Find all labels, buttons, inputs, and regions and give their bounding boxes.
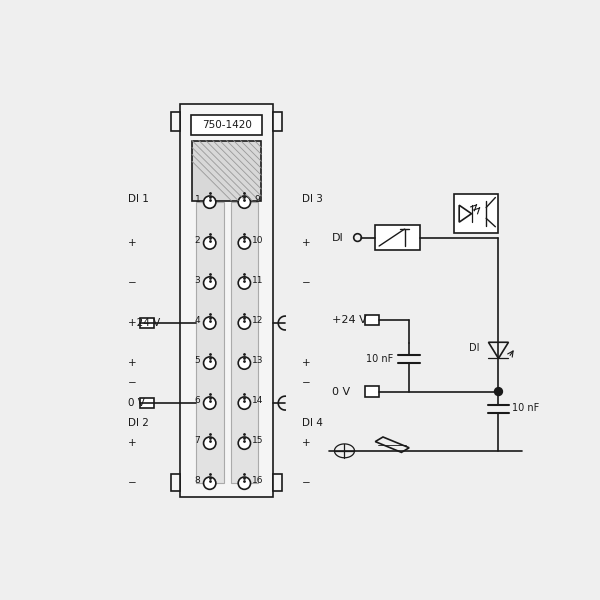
Text: −: − xyxy=(302,278,311,288)
Text: 7: 7 xyxy=(194,436,200,445)
Text: 15: 15 xyxy=(252,436,263,445)
Bar xyxy=(375,225,420,250)
Text: +: + xyxy=(302,438,311,448)
Text: −: − xyxy=(128,378,137,388)
Text: DI 2: DI 2 xyxy=(128,418,149,428)
Bar xyxy=(454,194,499,233)
Text: 750-1420: 750-1420 xyxy=(202,120,251,130)
Text: 10: 10 xyxy=(252,236,263,245)
Bar xyxy=(140,317,154,328)
Text: +: + xyxy=(128,358,137,368)
Bar xyxy=(140,398,154,409)
Text: 3: 3 xyxy=(194,276,200,285)
Text: −: − xyxy=(302,378,311,388)
Text: +: + xyxy=(302,238,311,248)
Text: 13: 13 xyxy=(252,356,263,365)
Circle shape xyxy=(203,277,216,289)
Bar xyxy=(191,115,262,135)
Circle shape xyxy=(203,196,216,208)
Bar xyxy=(181,104,273,497)
Circle shape xyxy=(238,196,251,208)
Circle shape xyxy=(203,237,216,249)
Bar xyxy=(365,386,379,397)
Circle shape xyxy=(238,277,251,289)
Circle shape xyxy=(238,237,251,249)
Circle shape xyxy=(203,397,216,409)
Text: 8: 8 xyxy=(194,476,200,485)
Text: 0 V: 0 V xyxy=(128,398,145,408)
Circle shape xyxy=(238,397,251,409)
Text: DI 1: DI 1 xyxy=(128,194,149,204)
Text: 12: 12 xyxy=(252,316,263,325)
Text: DI 4: DI 4 xyxy=(302,418,323,428)
Text: +: + xyxy=(302,358,311,368)
Bar xyxy=(273,474,282,491)
Text: DI 3: DI 3 xyxy=(302,194,323,204)
Bar xyxy=(196,202,224,483)
Text: +24 V: +24 V xyxy=(128,318,160,328)
Text: 6: 6 xyxy=(194,396,200,405)
Text: 1: 1 xyxy=(194,196,200,205)
Text: 10 nF: 10 nF xyxy=(512,403,539,413)
Text: 4: 4 xyxy=(194,316,200,325)
Text: 9: 9 xyxy=(254,196,260,205)
Circle shape xyxy=(203,477,216,490)
Text: −: − xyxy=(128,478,137,488)
Text: −: − xyxy=(128,278,137,288)
Text: 5: 5 xyxy=(194,356,200,365)
Bar xyxy=(365,314,379,325)
Text: 16: 16 xyxy=(252,476,263,485)
Text: 11: 11 xyxy=(252,276,263,285)
Circle shape xyxy=(203,357,216,369)
Circle shape xyxy=(203,437,216,449)
Text: 0 V: 0 V xyxy=(332,386,350,397)
Text: DI: DI xyxy=(469,343,480,353)
Circle shape xyxy=(494,388,502,395)
Bar xyxy=(171,474,181,491)
Text: 14: 14 xyxy=(252,396,263,405)
Text: 10 nF: 10 nF xyxy=(367,354,394,364)
Text: +: + xyxy=(128,238,137,248)
Circle shape xyxy=(203,317,216,329)
Text: DI: DI xyxy=(332,233,344,242)
Text: −: − xyxy=(302,478,311,488)
Circle shape xyxy=(238,477,251,490)
Bar xyxy=(230,202,258,483)
Bar xyxy=(273,112,282,131)
Text: +24 V: +24 V xyxy=(332,315,367,325)
Bar xyxy=(171,112,181,131)
Circle shape xyxy=(238,357,251,369)
Text: +: + xyxy=(128,438,137,448)
Circle shape xyxy=(238,317,251,329)
Bar xyxy=(192,140,262,200)
Text: 2: 2 xyxy=(194,236,200,245)
Circle shape xyxy=(238,437,251,449)
